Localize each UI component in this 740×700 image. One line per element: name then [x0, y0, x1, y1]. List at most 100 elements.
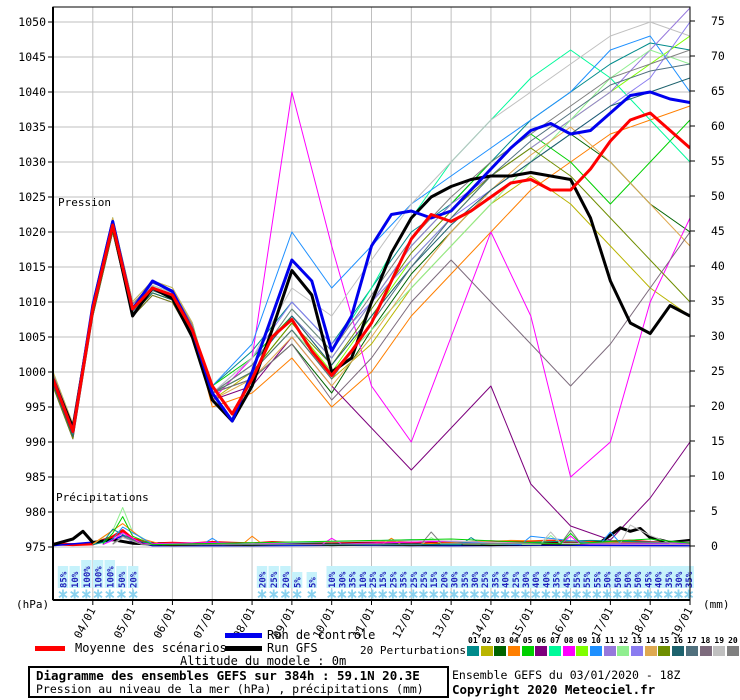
snowflake-icon [367, 589, 377, 599]
prob-label-bg [591, 566, 603, 588]
left-axis-tick-label: 1045 [18, 50, 46, 64]
prob-label: 20% [259, 571, 269, 588]
prob-label-bg [268, 566, 279, 588]
prob-label-bg [540, 566, 552, 588]
snowflake-icon [347, 589, 357, 599]
prob-label-bg [357, 566, 368, 588]
prob-label: 100% [83, 566, 93, 588]
precip-probability-strip: 85% 10% 100% 100% 100% 50% 20% 20% 25% 20% 5% 5% 10%… [57, 560, 695, 599]
date-tick-label: 13/01 [430, 605, 457, 640]
perturbation-number: 18 [700, 636, 711, 645]
perturbation-color-swatch [576, 646, 589, 656]
prob-label-bg [377, 566, 388, 588]
snowflake-icon [429, 589, 439, 599]
perturbation-key-03: 03 [493, 636, 507, 656]
ensemble-mean-label: Moyenne des scénarios [75, 641, 227, 655]
right-axis-tick-label: 15 [711, 434, 725, 448]
perturbation-color-swatch [603, 646, 616, 656]
prob-label: 55% [593, 571, 603, 588]
left-axis-tick-label: 985 [25, 470, 46, 484]
right-axis-tick-label: 0 [711, 539, 718, 553]
left-axis-tick-label: 975 [25, 540, 46, 554]
prob-label-bg [428, 566, 439, 588]
prob-label-bg [418, 566, 429, 588]
prob-label: 100% [106, 566, 116, 588]
left-axis-tick-label: 1000 [18, 365, 46, 379]
chart-title-box: Diagramme des ensembles GEFS sur 384h : … [28, 666, 449, 698]
prob-label-bg [387, 566, 399, 588]
perturbation-number: 12 [618, 636, 629, 645]
snowflake-icon [70, 589, 80, 599]
chart-title: Diagramme des ensembles GEFS sur 384h : … [36, 668, 420, 683]
prob-label: 25% [369, 571, 379, 588]
snowflake-icon [531, 589, 541, 599]
plot-canvas: 85% 10% 100% 100% 100% 50% 20% 20% 25% 20% 5% 5% 10%… [18, 6, 725, 641]
prob-label-bg [550, 566, 562, 588]
perturbation-number: 17 [687, 636, 697, 645]
snowflake-icon [541, 589, 551, 599]
right-axis-unit: (mm) [703, 598, 730, 611]
prob-label-bg [459, 566, 470, 588]
snowflake-icon [93, 589, 103, 599]
right-axis-tick-label: 5 [711, 504, 718, 518]
right-axis-tick-label: 25 [711, 364, 725, 378]
right-axis-tick-label: 35 [711, 294, 725, 308]
perturbation-color-swatch [590, 646, 603, 656]
right-axis-tick-label: 60 [711, 119, 725, 133]
right-axis-tick-label: 70 [711, 49, 725, 63]
prob-label-bg [561, 566, 572, 588]
date-tick-label: 12/01 [390, 605, 417, 640]
perturbation-key-01: 01 [466, 636, 480, 656]
snowflake-icon [116, 589, 126, 599]
snowflake-icon [592, 589, 602, 599]
snowflake-icon [459, 589, 469, 599]
prob-label: 25% [389, 571, 399, 588]
prob-label-bg [92, 560, 104, 588]
perturbation-key-11: 11 [603, 636, 617, 656]
prob-label: 35% [461, 571, 471, 588]
perturbation-number: 01 [468, 636, 478, 645]
prob-label: 100% [95, 566, 105, 588]
prob-label-bg [81, 560, 92, 588]
right-axis-tick-label: 10 [711, 469, 725, 483]
perturbation-key-08: 08 [562, 636, 576, 656]
prob-label-bg [326, 566, 337, 588]
snowflake-icon [490, 589, 500, 599]
prob-label-bg [127, 566, 139, 588]
snowflake-icon [653, 589, 663, 599]
snowflake-icon [469, 589, 479, 599]
left-axis-tick-label: 1020 [18, 225, 46, 239]
prob-label-bg [652, 566, 664, 588]
prob-label: 25% [481, 571, 491, 588]
prob-label: 25% [410, 571, 420, 588]
snowflake-icon [81, 589, 91, 599]
prob-label-bg [367, 566, 378, 588]
prob-label: 55% [573, 571, 583, 588]
right-axis-tick-label: 50 [711, 189, 725, 203]
prob-label: 15% [430, 571, 440, 588]
precip-series-m08 [102, 532, 690, 546]
prob-label-bg [469, 566, 480, 588]
perturbation-color-swatch [672, 646, 685, 656]
perturbation-key-04: 04 [507, 636, 521, 656]
prob-label: 25% [512, 571, 522, 588]
prob-label-bg [280, 566, 291, 588]
prob-label: 35% [553, 571, 563, 588]
snowflake-icon [269, 589, 279, 599]
left-axis-tick-label: 1040 [18, 85, 46, 99]
perturbation-key-02: 02 [480, 636, 494, 656]
perturbation-key-13: 13 [630, 636, 644, 656]
prob-label-bg [116, 566, 127, 588]
right-axis-tick-label: 55 [711, 154, 725, 168]
perturbation-key-18: 18 [699, 636, 713, 656]
perturbation-number: 19 [714, 636, 725, 645]
prob-label: 50% [118, 571, 128, 588]
precip-series-m05 [102, 516, 690, 546]
perturbation-number: 07 [550, 636, 560, 645]
copyright: Copyright 2020 Meteociel.fr [452, 682, 656, 697]
perturbation-number: 15 [659, 636, 670, 645]
prob-label-bg [683, 566, 694, 588]
right-axis-tick-label: 40 [711, 259, 725, 273]
gfs-run-label: Run GFS [267, 641, 318, 655]
prob-label: 50% [624, 571, 634, 588]
